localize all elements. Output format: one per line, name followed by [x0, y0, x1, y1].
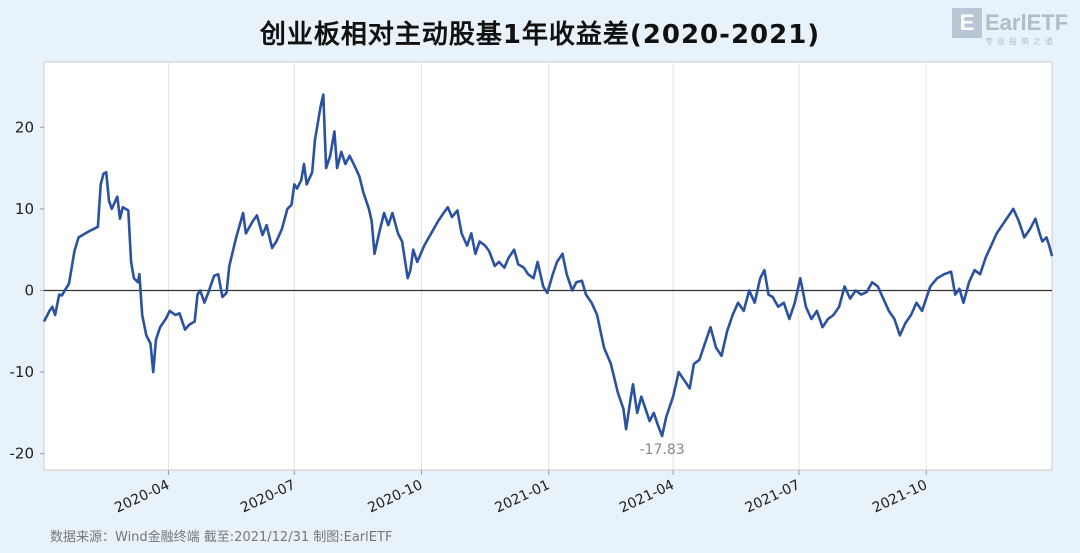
annotations: -17.83: [640, 442, 685, 458]
grid-lines: [167, 62, 927, 470]
y-tick-label: 0: [24, 281, 34, 299]
x-tick-label: 2021-01: [493, 477, 553, 516]
x-tick-label: 2020-10: [365, 477, 425, 516]
x-tick-label: 2021-10: [870, 477, 930, 516]
x-tick-label: 2020-04: [112, 477, 172, 516]
chart-title: 创业板相对主动股基1年收益差(2020-2021): [259, 20, 821, 50]
y-tick-label: 20: [15, 118, 34, 136]
logo-mark-icon: E: [952, 8, 982, 38]
y-axis: -20 -10 0 10 20: [10, 118, 44, 463]
logo-text: EarlETF: [985, 10, 1069, 35]
plot-area: [43, 61, 1053, 471]
x-axis: 2020-04 2020-07 2020-10 2021-01 2021-04 2021-…: [112, 470, 930, 516]
source-note: 数据来源：Wind金融终端 截至:2021/12/31 制图:EarlETF: [50, 530, 393, 545]
series-line: [42, 93, 1054, 438]
x-tick-label: 2020-07: [238, 477, 298, 516]
logo-subtitle: 专业投资之道: [985, 37, 1057, 46]
y-tick-label: -10: [10, 363, 35, 381]
min-value-label: -17.83: [640, 442, 685, 458]
brand-logo: E EarlETF 专业投资之道: [952, 6, 1072, 48]
y-tick-label: -20: [10, 445, 35, 463]
y-tick-label: 10: [15, 200, 34, 218]
x-tick-label: 2021-04: [617, 477, 677, 516]
x-tick-label: 2021-07: [743, 477, 803, 516]
